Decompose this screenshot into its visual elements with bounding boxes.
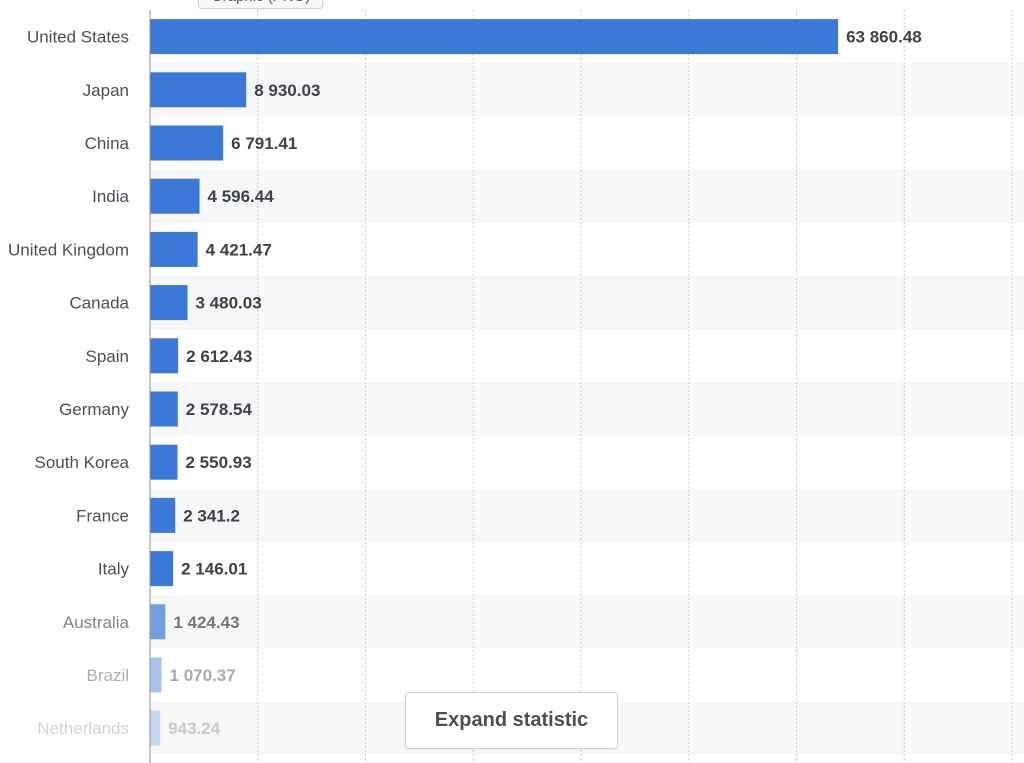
category-label: Netherlands — [37, 719, 129, 738]
expand-statistic-button[interactable]: Expand statistic — [405, 692, 618, 749]
value-label: 4 596.44 — [208, 187, 275, 206]
category-label: Japan — [83, 81, 129, 100]
row-bands — [150, 63, 1024, 755]
value-label: 1 424.43 — [173, 613, 239, 632]
value-label: 8 930.03 — [254, 81, 320, 100]
bar[interactable] — [150, 710, 161, 746]
bar[interactable] — [150, 338, 179, 374]
gridlines — [257, 10, 1013, 763]
bar[interactable] — [150, 125, 224, 161]
bar[interactable] — [150, 444, 178, 480]
row-band — [150, 488, 1024, 542]
category-label: India — [92, 187, 129, 206]
bar[interactable] — [150, 231, 198, 267]
row-band — [150, 276, 1024, 330]
value-label: 943.24 — [168, 719, 221, 738]
category-label: United States — [27, 28, 129, 47]
value-labels: 63 860.48 8 930.03 6 791.41 4 596.44 4 421.4… — [168, 28, 922, 739]
category-label: Canada — [69, 294, 129, 313]
value-label: 2 612.43 — [186, 347, 252, 366]
value-label: 2 146.01 — [181, 560, 247, 579]
bar[interactable] — [150, 551, 174, 587]
row-band — [150, 169, 1024, 223]
value-label: 4 421.47 — [206, 240, 272, 259]
row-band — [150, 595, 1024, 649]
category-label: South Korea — [34, 453, 129, 472]
category-label: United Kingdom — [8, 240, 129, 259]
bar[interactable] — [150, 604, 166, 640]
row-band — [150, 382, 1024, 436]
category-label: Germany — [59, 400, 129, 419]
value-label: 2 578.54 — [186, 400, 253, 419]
value-label: 2 341.2 — [183, 506, 240, 525]
bars — [150, 19, 839, 746]
bar[interactable] — [150, 19, 839, 55]
category-label: China — [85, 134, 130, 153]
category-label: Brazil — [86, 666, 129, 685]
value-label: 3 480.03 — [195, 294, 261, 313]
category-label: France — [76, 506, 129, 525]
download-graphic-tab[interactable]: Graphic (PNG) — [198, 0, 324, 9]
category-labels: United States Japan China India United Kingd… — [8, 28, 130, 739]
bar[interactable] — [150, 657, 162, 693]
bar[interactable] — [150, 497, 176, 533]
bar[interactable] — [150, 285, 188, 321]
value-label: 6 791.41 — [231, 134, 297, 153]
value-label: 2 550.93 — [185, 453, 251, 472]
value-label: 63 860.48 — [846, 28, 922, 47]
category-label: Italy — [98, 560, 130, 579]
category-label: Australia — [63, 613, 130, 632]
bar[interactable] — [150, 391, 178, 427]
value-label: 1 070.37 — [170, 666, 236, 685]
row-band — [150, 63, 1024, 117]
category-label: Spain — [86, 347, 129, 366]
bar[interactable] — [150, 72, 247, 108]
bar[interactable] — [150, 178, 200, 214]
